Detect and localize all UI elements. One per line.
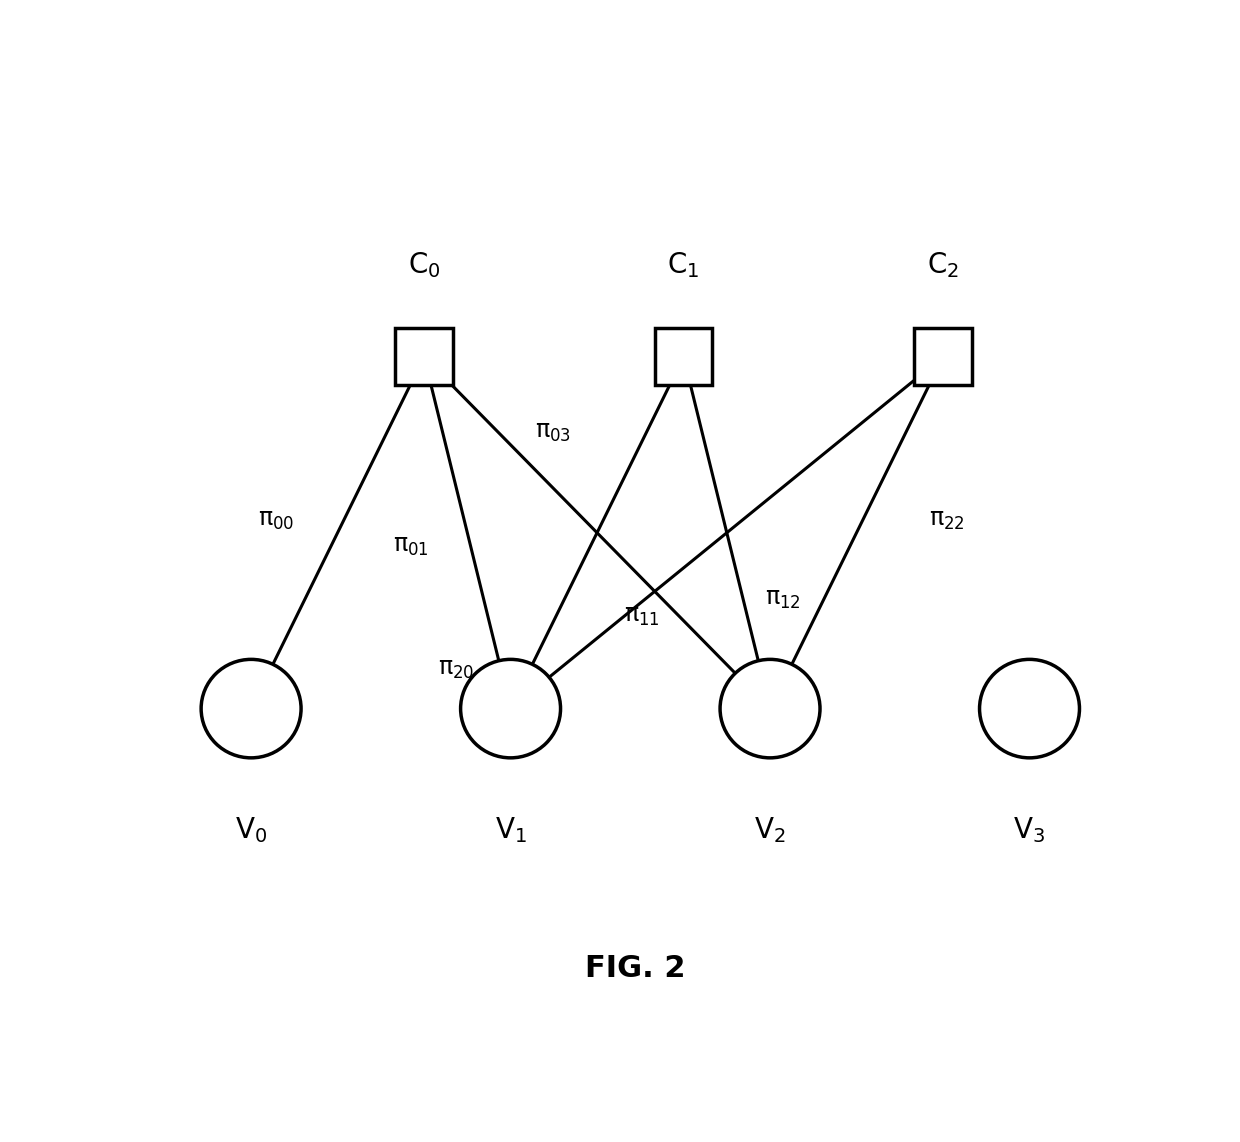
Text: V$_3$: V$_3$ <box>1013 815 1045 845</box>
Text: V$_0$: V$_0$ <box>236 815 267 845</box>
Text: V$_2$: V$_2$ <box>754 815 786 845</box>
Text: π$_{11}$: π$_{11}$ <box>624 604 660 628</box>
Ellipse shape <box>720 659 820 758</box>
Text: π$_{01}$: π$_{01}$ <box>393 534 429 558</box>
Text: C$_2$: C$_2$ <box>928 250 959 280</box>
Bar <box>914 328 972 386</box>
Text: π$_{22}$: π$_{22}$ <box>929 507 965 531</box>
Text: FIG. 2: FIG. 2 <box>585 954 686 982</box>
Text: C$_1$: C$_1$ <box>667 250 699 280</box>
Bar <box>655 328 713 386</box>
Ellipse shape <box>460 659 560 758</box>
Text: π$_{20}$: π$_{20}$ <box>439 657 475 681</box>
Text: π$_{12}$: π$_{12}$ <box>765 587 801 611</box>
Text: C$_0$: C$_0$ <box>408 250 440 280</box>
Ellipse shape <box>980 659 1080 758</box>
Text: π$_{03}$: π$_{03}$ <box>534 419 570 443</box>
Bar <box>396 328 453 386</box>
Text: π$_{00}$: π$_{00}$ <box>258 507 294 531</box>
Ellipse shape <box>201 659 301 758</box>
Text: V$_1$: V$_1$ <box>495 815 527 845</box>
